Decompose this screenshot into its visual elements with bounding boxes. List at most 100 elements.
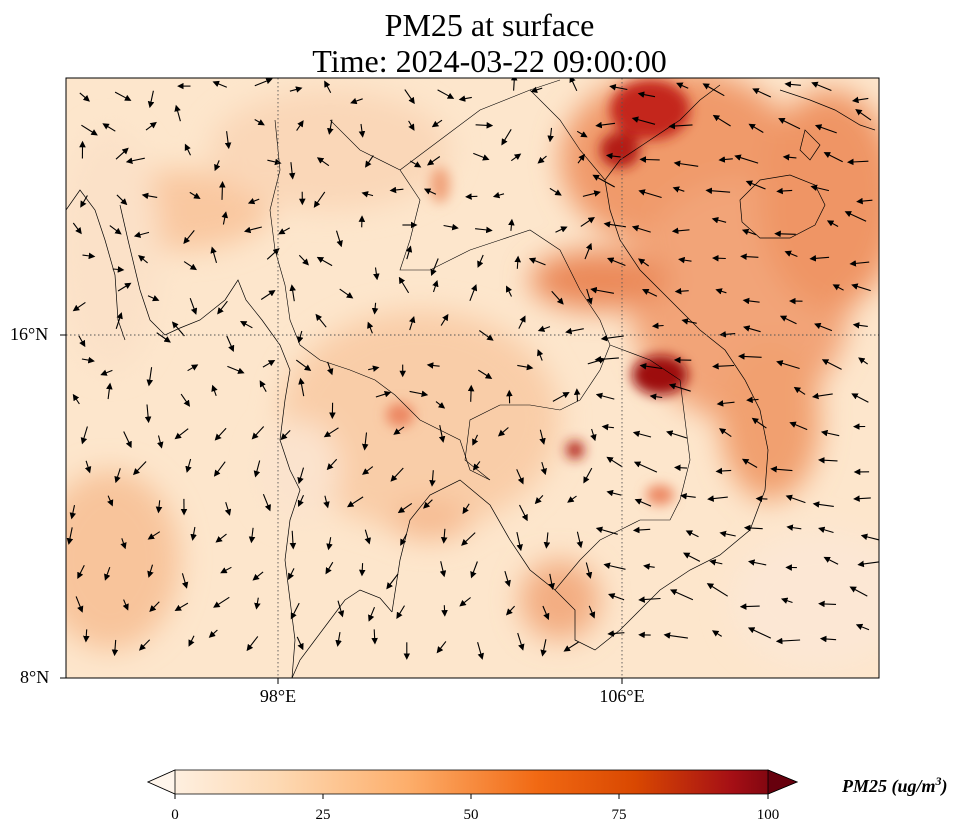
wind-arrow: [542, 605, 550, 621]
wind-arrow: [373, 267, 380, 281]
wind-arrow: [248, 527, 256, 544]
wind-arrow: [174, 602, 189, 612]
wind-arrow: [426, 156, 441, 166]
wind-arrow: [741, 458, 758, 468]
wind-arrow: [603, 562, 626, 570]
wind-arrow: [851, 393, 869, 403]
wind-arrow: [784, 250, 798, 258]
wind-arrow: [104, 567, 111, 581]
wind-arrow: [259, 380, 267, 392]
wind-arrow: [537, 155, 547, 164]
wind-arrow: [371, 629, 378, 645]
wind-arrow: [549, 187, 562, 196]
wind-arrow: [155, 500, 163, 514]
wind-arrow: [362, 466, 374, 475]
wind-arrow: [112, 266, 125, 273]
wind-arrow: [171, 321, 185, 337]
wind-arrow: [583, 467, 593, 484]
wind-arrow: [673, 160, 699, 167]
wind-arrow: [814, 124, 837, 134]
wind-arrow: [102, 123, 116, 132]
wind-arrow: [132, 461, 147, 476]
wind-arrow: [819, 635, 837, 643]
wind-arrow: [552, 392, 570, 402]
wind-arrow: [683, 552, 701, 562]
wind-arrow: [122, 599, 129, 611]
wind-arrow: [632, 430, 652, 438]
wind-arrow: [849, 586, 868, 597]
wind-arrow: [156, 332, 171, 343]
wind-arrow: [818, 456, 838, 464]
wind-arrow: [592, 174, 615, 188]
pm25-field: [66, 78, 879, 678]
wind-arrow: [663, 632, 688, 639]
wind-arrow: [860, 533, 879, 541]
wind-arrow: [339, 288, 354, 299]
wind-arrow: [475, 226, 493, 234]
wind-arrow: [712, 114, 731, 127]
wind-arrow: [567, 495, 577, 503]
wind-arrow: [743, 325, 761, 333]
wind-arrow: [508, 218, 515, 231]
axis-ticks: [60, 334, 623, 684]
wind-arrow: [254, 597, 261, 610]
wind-arrow: [584, 242, 593, 260]
wind-arrow: [844, 211, 867, 222]
wind-arrow: [111, 639, 119, 657]
wind-arrow: [325, 561, 334, 575]
wind-arrow: [858, 357, 869, 365]
wind-arrow: [296, 120, 304, 131]
wind-arrow: [740, 253, 759, 260]
wind-arrow: [368, 365, 380, 372]
wind-arrow: [504, 570, 511, 587]
wind-arrow: [676, 82, 689, 89]
wind-arrow: [358, 123, 366, 138]
wind-arrow: [472, 461, 481, 471]
wind-arrow: [239, 320, 253, 329]
wind-arrow: [492, 191, 505, 199]
wind-arrow: [75, 596, 84, 613]
wind-arrow: [595, 526, 618, 535]
wind-arrow: [565, 327, 584, 335]
wind-arrow: [516, 531, 523, 552]
wind-arrow: [409, 315, 416, 331]
wind-arrow: [298, 254, 309, 266]
wind-arrow: [786, 524, 802, 531]
wind-arrow: [540, 639, 547, 657]
wind-arrow: [709, 559, 723, 566]
wind-arrow: [734, 154, 759, 164]
wind-arrow: [528, 257, 546, 266]
wind-arrow: [254, 78, 273, 87]
wind-arrow: [430, 258, 439, 277]
wind-arrow: [633, 461, 658, 473]
wind-arrow: [335, 230, 343, 248]
wind-arrow: [469, 284, 478, 301]
wind-arrow: [719, 530, 736, 538]
wind-arrow: [779, 315, 797, 325]
wind-arrow: [183, 261, 197, 271]
wind-arrow: [82, 629, 90, 643]
wind-arrow: [174, 428, 189, 440]
wind-arrow: [747, 627, 772, 639]
wind-arrow: [423, 188, 437, 195]
wind-arrow: [601, 423, 614, 431]
wind-arrow: [539, 429, 546, 445]
wind-arrow: [631, 116, 656, 125]
wind-arrow: [595, 392, 615, 400]
wind-arrow: [439, 561, 447, 578]
wind-arrow: [540, 461, 547, 476]
wind-arrow: [851, 96, 869, 104]
wind-arrow: [478, 369, 493, 379]
wind-arrow: [607, 257, 626, 267]
wind-arrow: [431, 119, 443, 128]
wind-arrow: [251, 426, 265, 440]
wind-arrow: [462, 503, 470, 515]
wind-arrow: [297, 467, 305, 485]
wind-arrow: [607, 630, 625, 637]
wind-arrow: [288, 162, 296, 180]
wind-arrow: [313, 191, 326, 208]
colorbar: [147, 769, 799, 799]
wind-arrow: [685, 530, 699, 538]
wind-arrow: [823, 152, 843, 163]
wind-arrow: [458, 95, 472, 102]
